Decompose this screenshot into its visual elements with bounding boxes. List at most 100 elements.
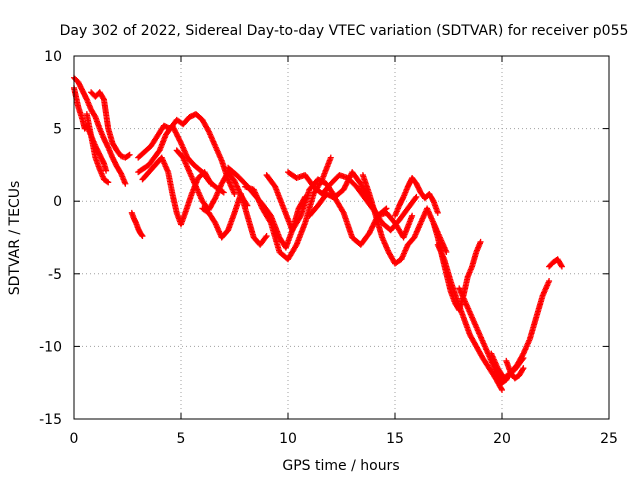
data-point <box>91 112 98 119</box>
data-point <box>370 222 377 229</box>
series-sat-e <box>128 209 146 240</box>
data-point <box>343 179 350 186</box>
data-point <box>175 134 182 141</box>
data-point <box>207 179 214 186</box>
data-point <box>267 218 274 225</box>
data-point <box>357 180 364 187</box>
data-point <box>409 212 416 219</box>
data-point <box>297 214 304 221</box>
data-point <box>429 196 436 203</box>
series-sat-l <box>242 154 334 263</box>
data-point <box>546 278 553 285</box>
data-point <box>367 227 374 234</box>
y-tick-label: 5 <box>53 122 62 138</box>
data-point <box>176 137 183 144</box>
data-points <box>71 74 565 393</box>
data-point <box>100 95 107 102</box>
data-point <box>499 386 505 393</box>
data-point <box>477 238 484 245</box>
data-point <box>343 181 350 188</box>
data-point <box>369 223 376 230</box>
data-point <box>169 122 176 129</box>
y-tick-label: 10 <box>44 49 62 65</box>
data-point <box>174 132 181 139</box>
data-point <box>231 190 238 197</box>
data-point <box>172 129 179 136</box>
series-sat-j <box>199 190 270 248</box>
x-axis-label: GPS time / hours <box>282 458 399 474</box>
data-point <box>174 133 181 140</box>
data-point <box>413 193 420 200</box>
x-tick-label: 10 <box>279 431 297 447</box>
series-sat-v <box>503 357 527 382</box>
data-point <box>122 180 129 187</box>
data-point <box>220 189 227 196</box>
y-tick-label: -5 <box>48 267 62 283</box>
data-point <box>340 186 347 193</box>
series-sat-h <box>139 154 214 228</box>
series-sat-o <box>306 190 416 248</box>
data-point <box>170 124 177 131</box>
data-point <box>366 228 373 235</box>
data-point <box>443 249 450 256</box>
data-point <box>105 179 112 186</box>
series-sat-p <box>359 172 450 267</box>
data-point <box>370 220 377 227</box>
y-tick-label: -10 <box>39 339 62 355</box>
data-point <box>498 385 505 392</box>
data-point <box>262 234 269 241</box>
data-point <box>173 130 180 137</box>
series-sat-d <box>83 111 112 186</box>
data-point <box>170 125 177 132</box>
data-point <box>368 226 375 233</box>
data-point <box>139 233 146 240</box>
data-point <box>368 224 375 231</box>
series-sat-s <box>434 241 505 393</box>
chart-title: Day 302 of 2022, Sidereal Day-to-day VTE… <box>60 23 629 39</box>
y-tick-label: 0 <box>53 194 62 210</box>
x-tick-label: 20 <box>493 431 511 447</box>
y-tick-labels: -15 -10 -5 0 5 10 <box>39 49 62 428</box>
data-point <box>117 169 124 176</box>
data-point <box>341 183 348 190</box>
data-point <box>412 195 419 202</box>
axis-ticks <box>73 55 610 420</box>
y-tick-label: -15 <box>39 412 62 428</box>
data-point <box>138 232 145 239</box>
data-point <box>104 178 111 185</box>
x-tick-label: 5 <box>177 431 186 447</box>
series-sat-f <box>135 111 238 197</box>
x-tick-labels: 0 5 10 15 20 25 <box>70 431 618 447</box>
series-sat-w <box>546 256 565 270</box>
series-sat-q <box>392 174 441 219</box>
series-sat-m <box>263 169 390 234</box>
data-point <box>171 126 178 133</box>
data-point <box>520 365 527 372</box>
data-point <box>341 185 348 192</box>
grid <box>74 56 609 419</box>
data-point <box>327 154 334 161</box>
x-tick-label: 15 <box>386 431 404 447</box>
data-point <box>342 182 349 189</box>
data-point <box>366 230 373 237</box>
data-point <box>177 138 184 145</box>
data-point <box>263 233 270 240</box>
data-point <box>176 136 183 143</box>
data-point <box>339 208 346 215</box>
y-axis-label: SDTVAR / TECUs <box>7 181 23 296</box>
x-tick-label: 25 <box>600 431 618 447</box>
data-point <box>207 180 214 187</box>
data-point <box>103 167 110 174</box>
data-point <box>434 209 441 216</box>
data-point <box>558 263 565 270</box>
x-tick-label: 0 <box>70 431 79 447</box>
series-sat-a <box>71 74 129 187</box>
data-point <box>125 152 132 159</box>
plot-frame <box>73 55 610 420</box>
data-point <box>292 243 299 250</box>
data-point <box>126 151 133 158</box>
data-point <box>172 128 179 135</box>
data-point <box>519 366 526 373</box>
series-sat-c <box>88 89 133 161</box>
